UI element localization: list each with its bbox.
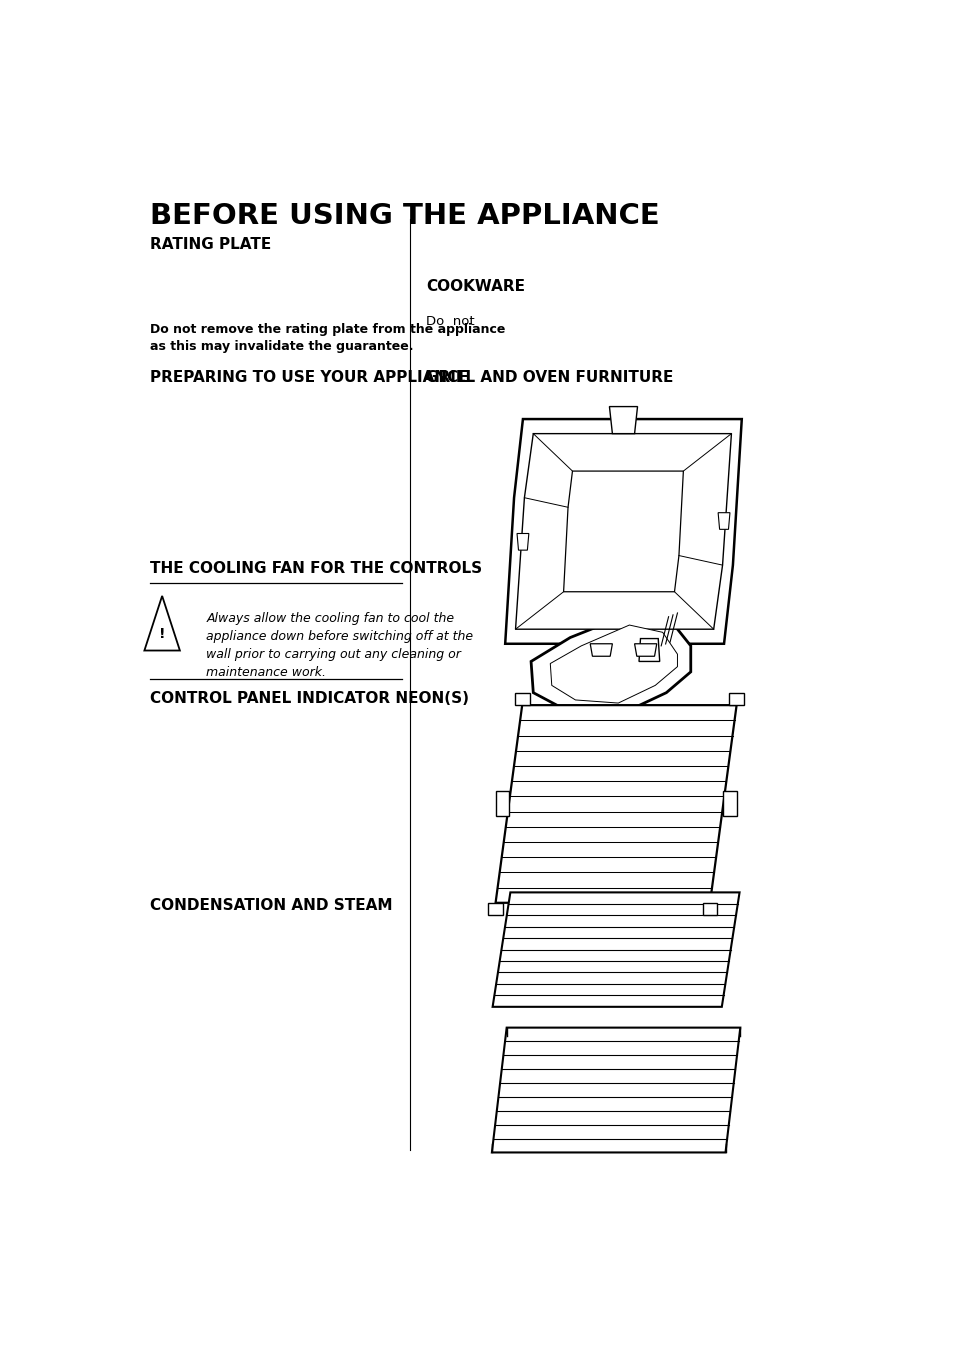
Text: RATING PLATE: RATING PLATE (151, 236, 272, 253)
Text: THE COOLING FAN FOR THE CONTROLS: THE COOLING FAN FOR THE CONTROLS (151, 561, 482, 576)
Text: Do not remove the rating plate from the appliance
as this may invalidate the gua: Do not remove the rating plate from the … (151, 323, 505, 354)
Polygon shape (718, 512, 729, 530)
Polygon shape (531, 612, 690, 713)
Text: Do  not: Do not (426, 315, 475, 328)
Text: CONDENSATION AND STEAM: CONDENSATION AND STEAM (151, 897, 393, 912)
Polygon shape (492, 1028, 740, 1152)
Polygon shape (492, 893, 739, 1006)
Polygon shape (728, 693, 743, 705)
Polygon shape (505, 419, 741, 644)
Text: Always allow the cooling fan to cool the
appliance down before switching off at : Always allow the cooling fan to cool the… (206, 612, 473, 678)
Polygon shape (495, 705, 736, 902)
Polygon shape (515, 434, 731, 630)
Polygon shape (515, 693, 529, 705)
Text: COOKWARE: COOKWARE (426, 278, 524, 293)
Polygon shape (701, 902, 717, 915)
Polygon shape (639, 639, 659, 662)
Polygon shape (609, 407, 637, 434)
Text: !: ! (159, 627, 165, 642)
Polygon shape (563, 471, 682, 592)
Polygon shape (590, 644, 612, 657)
Polygon shape (634, 644, 656, 657)
Polygon shape (550, 626, 677, 703)
Polygon shape (722, 792, 736, 816)
Text: GRILL AND OVEN FURNITURE: GRILL AND OVEN FURNITURE (426, 370, 673, 385)
Text: PREPARING TO USE YOUR APPLIANCE: PREPARING TO USE YOUR APPLIANCE (151, 370, 469, 385)
Text: BEFORE USING THE APPLIANCE: BEFORE USING THE APPLIANCE (151, 201, 659, 230)
Text: CONTROL PANEL INDICATOR NEON(S): CONTROL PANEL INDICATOR NEON(S) (151, 690, 469, 705)
Polygon shape (517, 534, 528, 550)
Polygon shape (495, 792, 508, 816)
Polygon shape (488, 902, 502, 915)
